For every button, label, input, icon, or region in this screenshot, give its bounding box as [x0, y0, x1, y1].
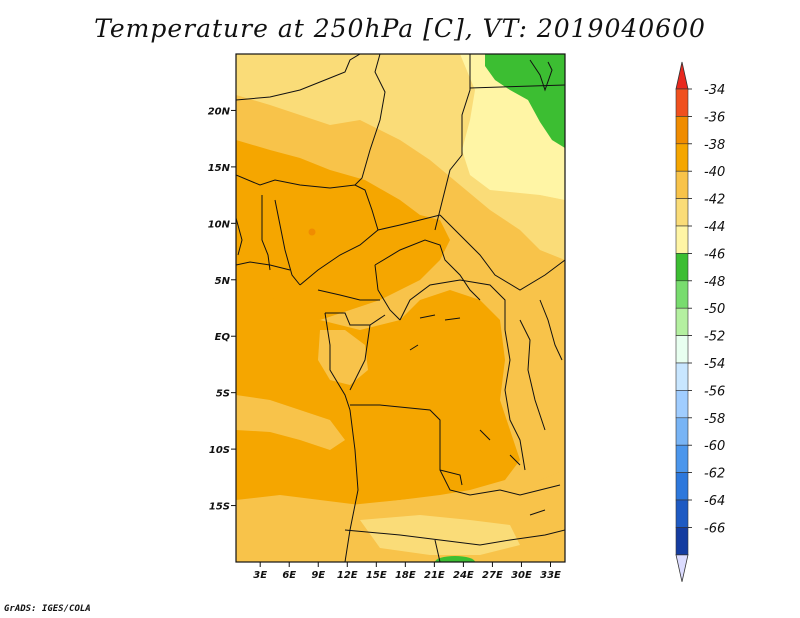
y-tick-label: 15N	[208, 163, 231, 174]
colorbar-swatch	[675, 253, 689, 282]
colorbar-swatch	[675, 444, 689, 473]
grads-credit: GrADS: IGES/COLA	[4, 604, 91, 614]
colorbar-label: -54	[704, 357, 725, 372]
colorbar-label: -58	[704, 412, 725, 427]
colorbar-swatch	[675, 143, 689, 172]
colorbar-swatch	[675, 280, 689, 309]
y-tick-label: EQ	[215, 332, 231, 343]
field-region-central-orange	[236, 290, 520, 505]
field-region-hotspot	[308, 228, 316, 236]
y-tick-label: 10S	[209, 445, 230, 456]
colorbar-label: -46	[704, 247, 725, 262]
colorbar-label: -62	[704, 467, 725, 482]
colorbar-swatch	[675, 472, 689, 501]
x-tick-label: 6E	[282, 570, 296, 581]
colorbar-label: -48	[704, 275, 725, 290]
colorbar-swatch	[675, 307, 689, 336]
colorbar-label: -60	[704, 439, 725, 454]
y-tick-label: 5S	[216, 389, 230, 400]
y-tick-label: 5N	[215, 276, 231, 287]
field-region-sahel-orange	[236, 140, 450, 320]
colorbar: -34 -36 -38 -40 -42 -44 -46 -48 -50 -52 -54 -56 -58 -…	[675, 61, 725, 582]
x-tick-label: 9E	[311, 570, 325, 581]
colorbar-swatch	[675, 335, 689, 364]
colorbar-swatch	[675, 527, 689, 556]
colorbar-swatch	[675, 198, 689, 227]
colorbar-label: -56	[704, 384, 725, 399]
colorbar-label: -52	[704, 330, 725, 345]
colorbar-swatch	[675, 88, 689, 117]
x-tick-label: 15E	[366, 570, 387, 581]
colorbar-label: -44	[704, 220, 725, 235]
x-tick-label: 12E	[337, 570, 358, 581]
country-borders	[236, 54, 565, 562]
colorbar-label: -38	[704, 138, 725, 153]
colorbar-label: -40	[704, 165, 725, 180]
chart-title: Temperature at 250hPa [C], VT: 201904060…	[94, 14, 706, 43]
colorbar-over-triangle	[675, 61, 689, 90]
plot-border	[235, 53, 566, 563]
x-tick-label: 18E	[395, 570, 416, 581]
x-tick-label: 27E	[482, 570, 503, 581]
colorbar-swatch	[675, 225, 689, 254]
y-tick-label: 20N	[208, 106, 231, 117]
colorbar-swatch	[675, 499, 689, 528]
x-tick-label: 30E	[511, 570, 532, 581]
field-region-northeast-green	[485, 54, 565, 148]
colorbar-swatch	[675, 170, 689, 199]
x-tick-label: 21E	[424, 570, 445, 581]
field-region-angola-light	[236, 395, 345, 450]
colorbar-label: -34	[704, 83, 725, 98]
colorbar-under-triangle	[675, 554, 689, 582]
colorbar-swatch	[675, 417, 689, 446]
y-tick-label: 10N	[208, 219, 231, 230]
colorbar-label: -64	[704, 494, 725, 509]
x-tick-label: 3E	[253, 570, 267, 581]
colorbar-label: -50	[704, 302, 725, 317]
x-axis: 3E 6E 9E 12E 15E 18E 21E 24E 27E 30E 33E	[253, 562, 561, 581]
field-region-east-light	[500, 290, 565, 470]
colorbar-swatch	[675, 116, 689, 145]
y-tick-label: 15S	[209, 502, 230, 513]
colorbar-label: -66	[704, 521, 725, 536]
colorbar-label: -36	[704, 110, 725, 125]
temperature-field	[236, 54, 565, 562]
x-tick-label: 33E	[540, 570, 561, 581]
field-region-south-green	[435, 556, 475, 562]
colorbar-swatch	[675, 390, 689, 419]
colorbar-swatch	[675, 362, 689, 391]
x-tick-label: 24E	[453, 570, 474, 581]
colorbar-label: -42	[704, 193, 725, 208]
y-axis: 20N 15N 10N 5N EQ 5S 10S 15S	[208, 106, 236, 513]
